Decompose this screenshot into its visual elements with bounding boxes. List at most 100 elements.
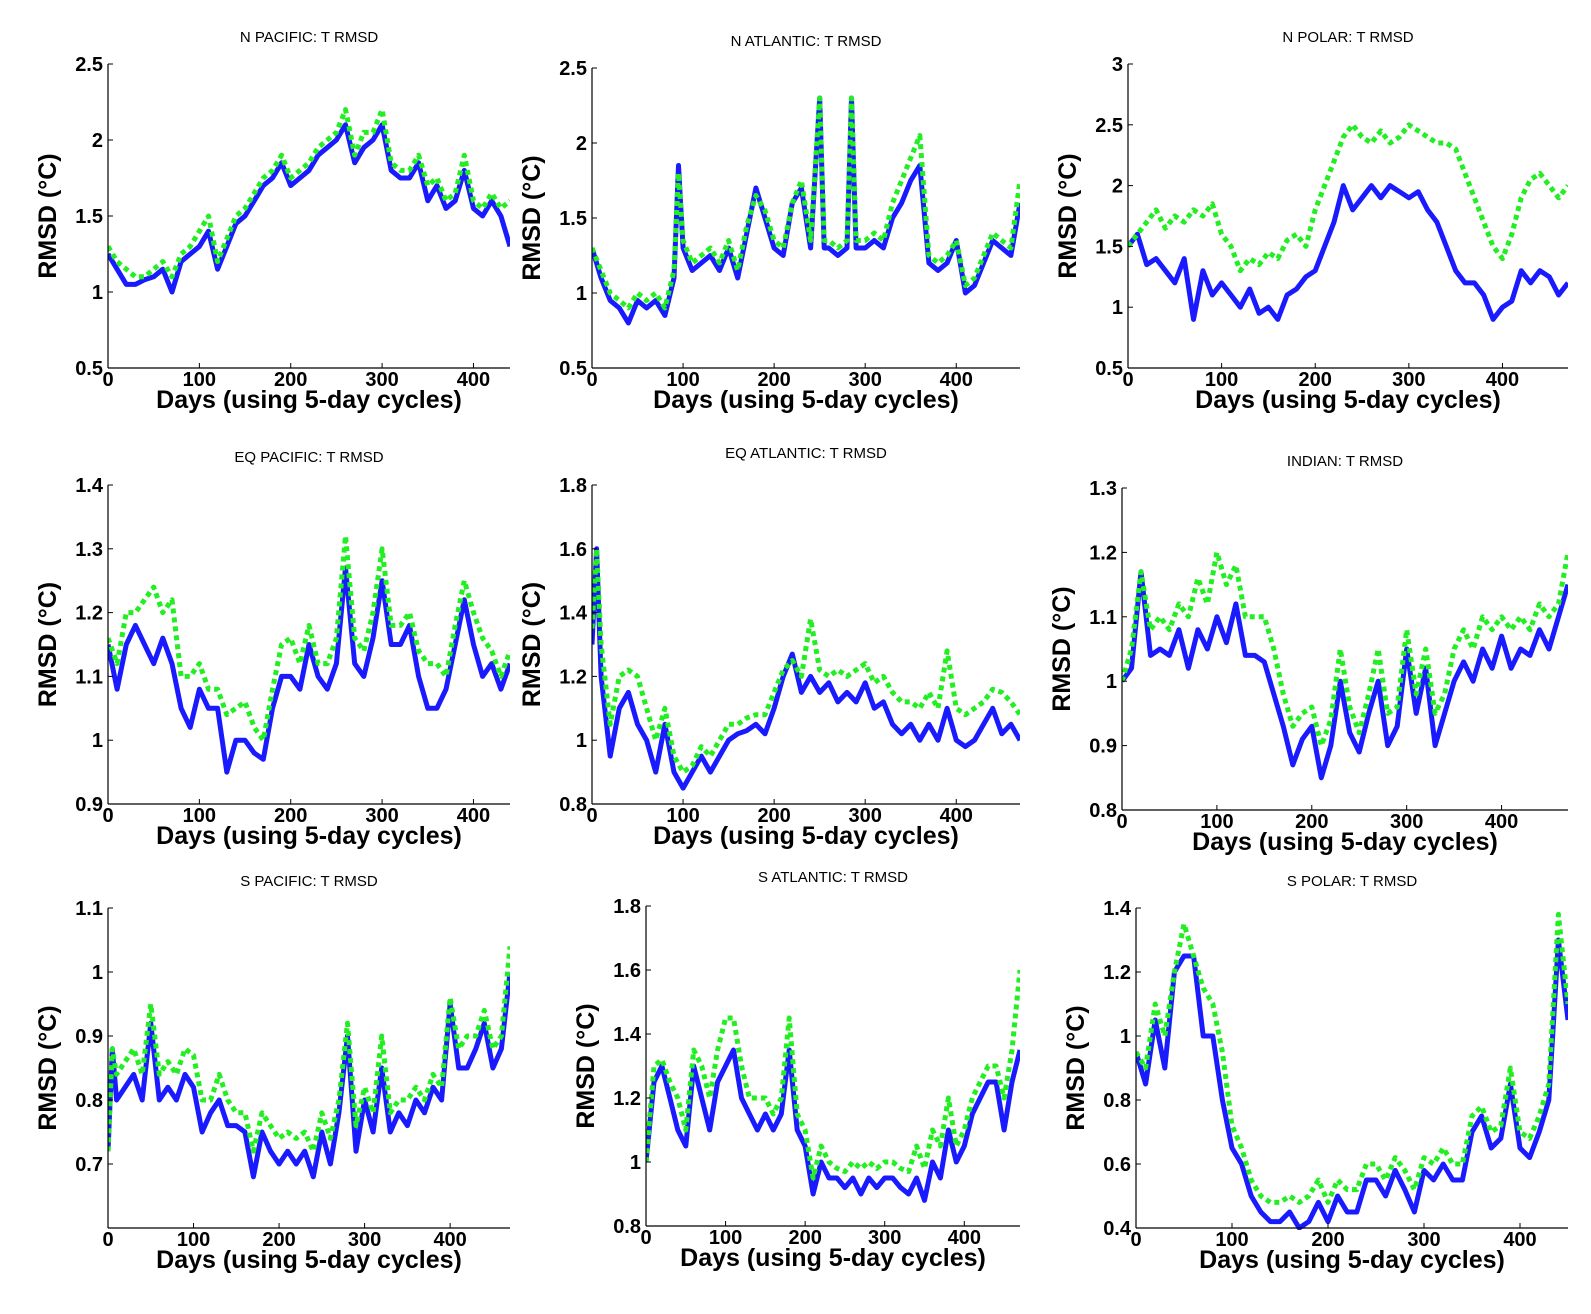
x-tick-label: 400 — [457, 805, 490, 827]
x-tick-label: 200 — [1299, 369, 1332, 391]
y-tick-label: 1.5 — [75, 206, 103, 228]
x-tick-label: 0 — [102, 1229, 113, 1251]
series-line-dotted — [1128, 122, 1568, 274]
chart-title: EQ PACIFIC: T RMSD — [234, 449, 383, 466]
y-tick-label: 0.4 — [1103, 1218, 1132, 1240]
chart-panel-6: INDIAN: T RMSD 0.8 0.9 1 1.1 1.2 1.3 0 100 200 300… — [1048, 453, 1568, 856]
y-tick-label: 1.6 — [559, 539, 587, 561]
series-line-dotted — [592, 546, 1020, 775]
y-axis-label: RMSD (°C) — [1062, 1005, 1090, 1130]
x-tick-label: 100 — [1215, 1229, 1248, 1251]
x-tick-label: 0 — [640, 1227, 651, 1249]
y-tick-label: 1.1 — [75, 666, 103, 688]
x-tick-label: 400 — [457, 369, 490, 391]
y-tick-label: 1.2 — [559, 666, 587, 688]
x-axis-label: Days (using 5-day cycles) — [1199, 1246, 1505, 1274]
series-line-solid — [1122, 569, 1568, 781]
x-tick-label: 400 — [1503, 1229, 1536, 1251]
y-axis-label: RMSD (°C) — [518, 155, 546, 280]
x-tick-label: 0 — [1130, 1229, 1141, 1251]
y-tick-label: 1.8 — [559, 475, 587, 497]
x-tick-label: 0 — [102, 805, 113, 827]
y-tick-label: 0.8 — [1089, 800, 1117, 822]
y-tick-label: 1 — [576, 730, 587, 752]
x-tick-label: 100 — [709, 1227, 742, 1249]
chart-title: EQ ATLANTIC: T RMSD — [725, 445, 887, 462]
x-axis-label: Days (using 5-day cycles) — [1195, 386, 1501, 414]
x-tick-label: 200 — [262, 1229, 295, 1251]
x-tick-label: 200 — [788, 1227, 821, 1249]
y-tick-label: 1.2 — [1089, 542, 1117, 564]
x-tick-label: 400 — [1486, 369, 1519, 391]
x-tick-label: 300 — [868, 1227, 901, 1249]
x-axis-label: Days (using 5-day cycles) — [156, 1246, 462, 1274]
x-tick-label: 0 — [586, 805, 597, 827]
y-tick-label: 1 — [1120, 1026, 1131, 1048]
y-tick-label: 2 — [576, 133, 587, 155]
chart-panel-4: EQ PACIFIC: T RMSD 0.9 1 1.1 1.2 1.3 1.4 0 100 20… — [34, 449, 510, 850]
y-tick-label: 2 — [1112, 176, 1123, 198]
x-tick-label: 400 — [940, 369, 973, 391]
y-tick-label: 1 — [92, 730, 103, 752]
y-axis-label: RMSD (°C) — [34, 1005, 62, 1130]
y-axis-label: RMSD (°C) — [518, 582, 546, 707]
y-tick-label: 0.8 — [75, 1090, 103, 1112]
y-tick-label: 1 — [1106, 671, 1117, 693]
y-tick-label: 0.9 — [1089, 736, 1117, 758]
y-tick-label: 1 — [576, 283, 587, 305]
x-tick-label: 100 — [666, 369, 699, 391]
x-axis-label: Days (using 5-day cycles) — [156, 386, 462, 414]
chart-title: INDIAN: T RMSD — [1287, 453, 1403, 470]
y-tick-label: 1.5 — [559, 208, 587, 230]
y-tick-label: 0.8 — [613, 1216, 641, 1238]
chart-panel-7: S PACIFIC: T RMSD 0.7 0.8 0.9 1 1.1 0 100 200 300… — [34, 873, 510, 1274]
y-tick-label: 1.4 — [559, 603, 588, 625]
y-tick-label: 1 — [1112, 297, 1123, 319]
x-axis-label: Days (using 5-day cycles) — [156, 822, 462, 850]
y-tick-label: 1.8 — [613, 896, 641, 918]
chart-panel-5: EQ ATLANTIC: T RMSD 0.8 1 1.2 1.4 1.6 1.8 0 100 2… — [518, 445, 1020, 850]
y-tick-label: 0.7 — [75, 1154, 103, 1176]
y-axis-label: RMSD (°C) — [572, 1003, 600, 1128]
x-tick-label: 100 — [183, 369, 216, 391]
y-axis-label: RMSD (°C) — [1054, 153, 1082, 278]
series-line-solid — [1128, 183, 1568, 322]
x-tick-label: 400 — [948, 1227, 981, 1249]
y-tick-label: 2 — [92, 130, 103, 152]
x-tick-label: 400 — [940, 805, 973, 827]
y-tick-label: 1.4 — [1103, 898, 1132, 920]
x-tick-label: 100 — [666, 805, 699, 827]
y-tick-label: 1.2 — [1103, 962, 1131, 984]
x-tick-label: 100 — [177, 1229, 210, 1251]
y-tick-label: 0.8 — [559, 794, 587, 816]
y-tick-label: 2.5 — [1095, 115, 1123, 137]
x-tick-label: 0 — [586, 369, 597, 391]
chart-panel-9: S POLAR: T RMSD 0.4 0.6 0.8 1 1.2 1.4 0 100 200 30… — [1062, 873, 1568, 1274]
chart-title: N ATLANTIC: T RMSD — [731, 33, 882, 50]
y-tick-label: 0.8 — [1103, 1090, 1131, 1112]
x-tick-label: 300 — [1392, 369, 1425, 391]
series-line-dotted — [108, 533, 510, 743]
y-tick-label: 1.2 — [75, 603, 103, 625]
chart-title: N POLAR: T RMSD — [1282, 29, 1413, 46]
chart-title: S PACIFIC: T RMSD — [240, 873, 378, 890]
y-tick-label: 1.2 — [613, 1088, 641, 1110]
y-tick-label: 0.9 — [75, 794, 103, 816]
series-line-dotted — [1136, 911, 1568, 1205]
y-axis-label: RMSD (°C) — [1048, 586, 1076, 711]
y-axis-label: RMSD (°C) — [34, 582, 62, 707]
series-line-solid — [108, 971, 510, 1180]
series-line-solid — [1136, 937, 1568, 1230]
x-tick-label: 200 — [757, 805, 790, 827]
series-line-solid — [108, 565, 510, 775]
y-tick-label: 0.6 — [1103, 1154, 1131, 1176]
y-tick-label: 1.3 — [75, 539, 103, 561]
x-tick-label: 300 — [849, 369, 882, 391]
x-tick-label: 200 — [757, 369, 790, 391]
y-tick-label: 0.5 — [1095, 358, 1123, 380]
chart-panel-3: N POLAR: T RMSD 0.5 1 1.5 2 2.5 3 0 100 200 300 400… — [1054, 29, 1568, 414]
x-axis-label: Days (using 5-day cycles) — [1192, 828, 1498, 856]
chart-panel-8: S ATLANTIC: T RMSD 0.8 1 1.2 1.4 1.6 1.8 0 100 20… — [572, 869, 1020, 1272]
x-tick-label: 100 — [1205, 369, 1238, 391]
